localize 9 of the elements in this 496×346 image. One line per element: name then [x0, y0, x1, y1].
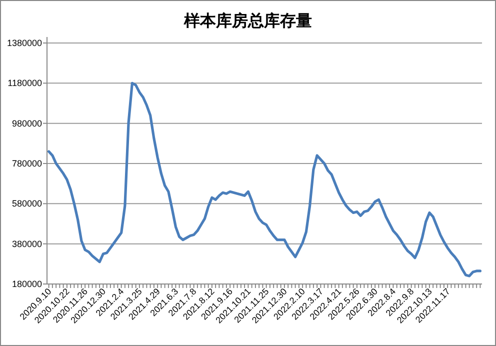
- y-tick-label: 980000: [12, 118, 42, 128]
- y-tick-label: 1380000: [6, 38, 42, 48]
- y-tick-label: 780000: [12, 158, 42, 168]
- y-tick-label: 380000: [12, 238, 42, 249]
- line-series: [48, 82, 482, 278]
- y-tick-label: 580000: [12, 198, 42, 209]
- chart-title: 样本库房总库存量: [183, 11, 312, 30]
- y-tick-label: 180000: [12, 279, 42, 289]
- y-tick-label: 1180000: [8, 78, 42, 88]
